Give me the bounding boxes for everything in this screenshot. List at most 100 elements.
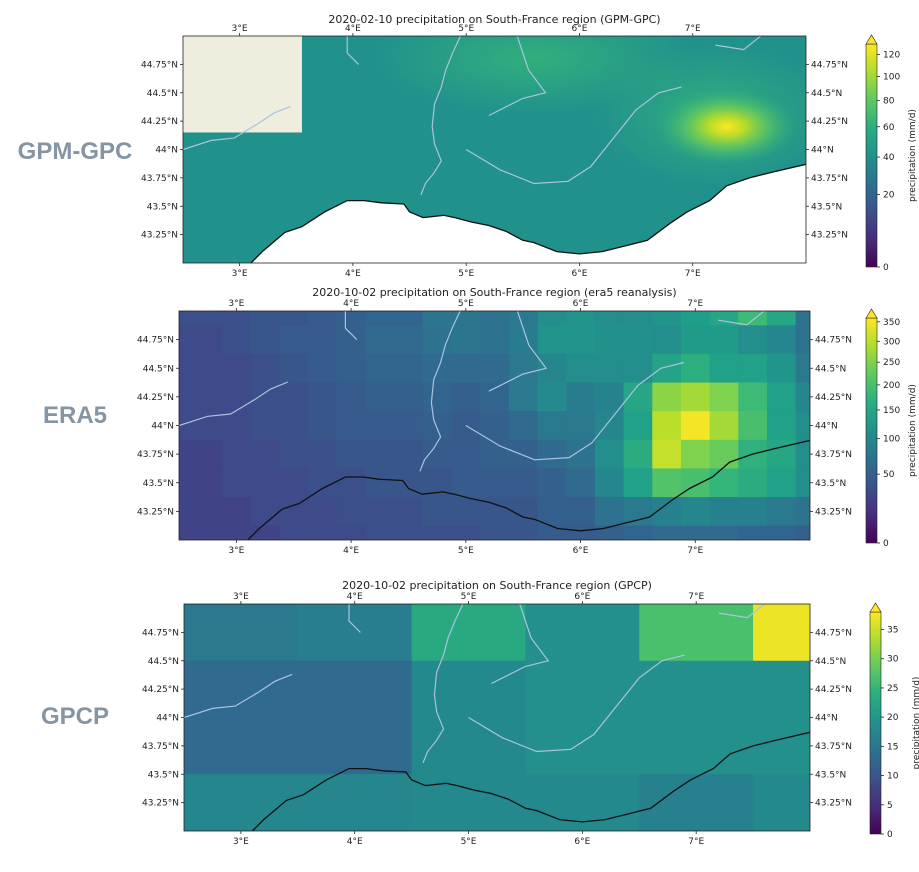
heatmap-cell [394,411,424,441]
heatmap-cell [250,311,280,326]
heatmap-cell [508,382,539,412]
heatmap-cell [222,353,252,384]
y-tick-label-left: 43.5°N [143,479,174,489]
heatmap-cell [766,468,797,498]
x-tick-label-bottom: 6°E [571,269,587,279]
heatmap-cell [179,468,223,498]
x-tick-label-top: 6°E [571,24,587,34]
heatmap-cell [508,439,539,469]
colorbar [865,43,878,268]
heatmap-cell [766,353,797,384]
heatmap-cell [308,353,338,384]
heatmap-cell [508,411,539,441]
river-line [344,311,358,341]
colorbar-tick-label: 100 [883,435,900,445]
heatmap-cell [308,525,338,540]
heatmap-cell [222,468,252,498]
heatmap-cell [680,382,711,412]
x-tick-label-top: 3°E [228,299,244,309]
x-tick-label-top: 5°E [458,299,474,309]
heatmap-cell [738,382,768,412]
heatmap-cell [451,353,481,384]
river-line [179,381,289,427]
colorbar-tick-label: 0 [887,830,893,840]
x-tick-label-bottom: 7°E [687,546,703,556]
heatmap-cell [753,604,810,662]
heatmap-cell [394,525,424,540]
x-tick-label-bottom: 3°E [228,546,244,556]
heatmap-cell [411,604,526,662]
heatmap-cell [336,311,366,326]
row-label-gpcp: GPCP [40,703,109,730]
colorbar-extend-arrow [869,602,882,613]
y-tick-label-right: 44.25°N [811,117,848,127]
y-tick-label-left: 44.25°N [137,393,174,403]
heatmap-cell [308,411,338,441]
x-tick-label-top: 3°E [232,24,248,34]
y-tick-label-right: 44.5°N [815,364,846,374]
heatmap-cell [394,311,424,326]
heatmap-cell [394,497,424,527]
y-tick-label-right: 43.5°N [815,770,846,780]
heatmap-cell [394,439,424,469]
heatmap-cell [537,311,567,326]
heatmap-cell [451,439,481,469]
heatmap-cell [738,411,768,441]
heatmap-cell [279,439,309,469]
heatmap-cell [222,439,252,469]
heatmap-cell [336,468,366,498]
map-field [179,311,810,540]
y-tick-label-right: 44.25°N [815,393,852,403]
heatmap-cell [279,468,309,498]
colorbar-tick-label: 0 [883,263,889,273]
heatmap-cell [566,311,596,326]
heatmap-cell [297,660,413,775]
y-tick-label-left: 43.75°N [142,742,179,752]
chart-panel-1: 2020-02-10 precipitation on South-France… [141,13,918,279]
x-tick-label-top: 5°E [461,592,477,602]
river-line [488,36,547,117]
heatmap-cell [297,604,413,662]
x-tick-label-bottom: 4°E [343,546,359,556]
heatmap-cell [365,311,395,326]
heatmap-cell [365,411,395,441]
heatmap-cell [680,497,711,527]
river-line [718,311,765,326]
heatmap-cell [480,325,510,355]
heatmap-cell [709,525,739,540]
heatmap-cell [308,325,338,355]
heatmap-cell [222,382,252,412]
no-data-area [183,36,302,133]
x-tick-label-top: 7°E [688,592,704,602]
x-tick-label-top: 5°E [458,24,474,34]
heatmap-cell [279,497,309,527]
heatmap-cell [795,439,810,469]
y-tick-label-left: 43.75°N [137,450,174,460]
x-tick-label-bottom: 5°E [458,269,474,279]
river-line [465,361,684,461]
y-tick-label-right: 44.75°N [815,336,852,346]
heatmap-cell [537,353,567,384]
y-tick-label-right: 43.25°N [815,507,852,517]
heatmap-cell [480,468,510,498]
colorbar-tick-label: 30 [887,655,899,665]
heatmap-cell [623,411,653,441]
heatmap-cell [422,382,452,412]
y-tick-label-left: 43.25°N [142,799,179,809]
chart-title: 2020-10-02 precipitation on South-France… [342,579,652,592]
heatmap-cell [738,325,768,355]
heatmap-cell [709,382,739,412]
river-line [468,654,685,753]
heatmap-cell [766,382,797,412]
heatmap-cell [297,774,413,831]
heatmap-cell [480,439,510,469]
heatmap-cell [480,311,510,326]
heatmap-cell [365,353,395,384]
y-tick-label-right: 44.75°N [811,60,848,70]
heatmap-cell [656,88,797,165]
heatmap-cell [451,325,481,355]
heatmap-cell [795,311,810,326]
heatmap-cell [250,353,280,384]
colorbar-tick-label: 120 [883,50,900,60]
heatmap-cell [566,439,596,469]
